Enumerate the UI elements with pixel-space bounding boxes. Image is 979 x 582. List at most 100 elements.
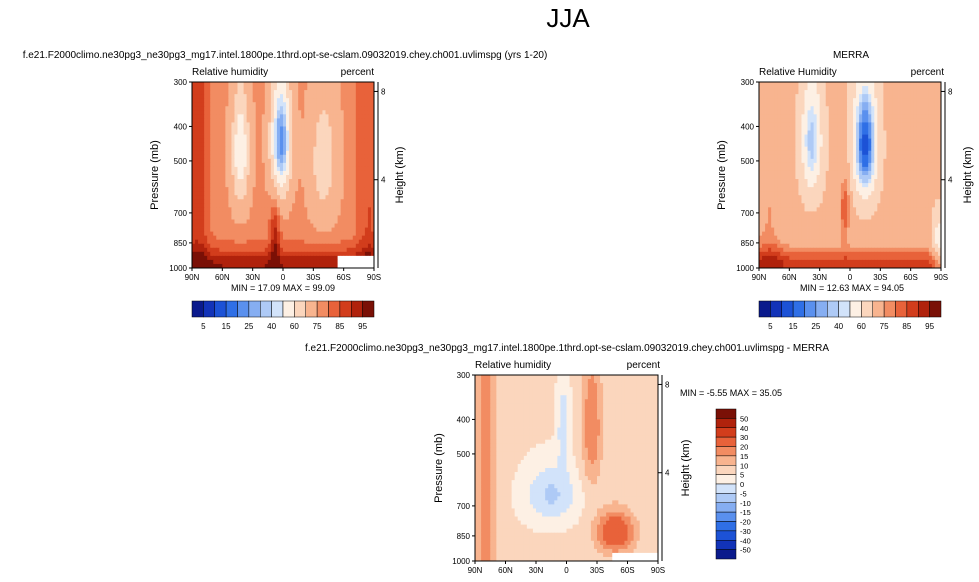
heatmap-cell	[319, 227, 323, 233]
heatmap-cell	[295, 118, 299, 123]
heatmap-cell	[771, 142, 775, 148]
heatmap-cell	[850, 138, 854, 144]
heatmap-cell	[304, 170, 308, 176]
heatmap-cell	[361, 154, 366, 160]
heatmap-cell	[279, 263, 284, 269]
heatmap-cell	[295, 146, 299, 152]
heatmap-cell	[261, 199, 266, 204]
heatmap-cell	[228, 114, 232, 119]
heatmap-cell	[913, 138, 918, 144]
heatmap-cell	[219, 90, 223, 95]
heatmap-cell	[364, 207, 369, 212]
heatmap-cell	[204, 170, 208, 176]
heatmap-cell	[765, 215, 769, 220]
heatmap-cell	[301, 106, 305, 111]
heatmap-cell	[313, 203, 317, 208]
heatmap-cell	[352, 223, 357, 228]
heatmap-cell	[267, 82, 272, 87]
heatmap-cell	[325, 195, 329, 200]
heatmap-cell	[325, 106, 329, 111]
heatmap-cell	[370, 134, 375, 140]
heatmap-cell	[768, 82, 772, 87]
heatmap-cell	[837, 94, 842, 99]
heatmap-cell	[810, 82, 814, 87]
heatmap-cell	[283, 86, 287, 91]
heatmap-cell	[298, 126, 302, 131]
heatmap-cell	[889, 162, 893, 168]
heatmap-cell	[846, 102, 851, 107]
heatmap-cell	[768, 130, 772, 135]
heatmap-cell	[798, 106, 802, 111]
heatmap-cell	[264, 126, 269, 131]
heatmap-cell	[777, 142, 781, 148]
heatmap-cell	[207, 215, 211, 220]
heatmap-cell	[201, 166, 205, 172]
heatmap-cell	[370, 150, 375, 156]
heatmap-cell	[798, 98, 802, 103]
heatmap-cell	[195, 227, 199, 233]
heatmap-cell	[768, 122, 772, 127]
heatmap-cell	[349, 243, 354, 249]
heatmap-cell	[310, 255, 314, 261]
heatmap-cell	[862, 191, 866, 196]
heatmap-cell	[834, 215, 839, 220]
heatmap-cell	[853, 179, 857, 184]
heatmap-cell	[928, 82, 933, 87]
heatmap-cell	[819, 223, 824, 228]
heatmap-cell	[331, 215, 335, 220]
heatmap-cell	[319, 94, 323, 99]
heatmap-cell	[892, 219, 896, 224]
heatmap-cell	[355, 110, 360, 115]
heatmap-cell	[261, 263, 266, 269]
heatmap-cell	[922, 203, 927, 208]
heatmap-cell	[279, 187, 284, 192]
heatmap-cell	[313, 247, 317, 253]
heatmap-cell	[322, 138, 326, 144]
heatmap-cell	[264, 235, 269, 241]
heatmap-cell	[270, 170, 275, 176]
heatmap-cell	[258, 106, 263, 111]
heatmap-cell	[837, 142, 842, 148]
heatmap-cell	[304, 259, 308, 265]
heatmap-cell	[934, 114, 939, 119]
heatmap-cell	[249, 179, 254, 184]
heatmap-cell	[783, 187, 787, 192]
heatmap-cell	[337, 227, 342, 233]
heatmap-cell	[346, 82, 351, 87]
heatmap-cell	[240, 215, 244, 220]
heatmap-cell	[819, 94, 824, 99]
heatmap-cell	[895, 146, 899, 152]
heatmap-cell	[279, 138, 284, 144]
heatmap-cell	[889, 86, 893, 91]
heatmap-cell	[298, 175, 302, 180]
heatmap-cell	[213, 207, 217, 212]
heatmap-cell	[798, 183, 802, 188]
heatmap-cell	[201, 183, 205, 188]
heatmap-cell	[234, 142, 238, 148]
heatmap-cell	[216, 162, 220, 168]
heatmap-cell	[325, 166, 329, 172]
heatmap-cell	[925, 94, 930, 99]
heatmap-cell	[934, 122, 939, 127]
heatmap-cell	[904, 110, 909, 115]
heatmap-cell	[346, 134, 351, 140]
heatmap-cell	[892, 191, 896, 196]
heatmap-cell	[204, 207, 208, 212]
heatmap-cell	[804, 166, 808, 172]
heatmap-cell	[283, 138, 287, 144]
heatmap-cell	[856, 114, 860, 119]
heatmap-cell	[361, 199, 366, 204]
heatmap-cell	[213, 227, 217, 233]
heatmap-cell	[919, 118, 924, 123]
heatmap-cell	[931, 187, 936, 192]
heatmap-cell	[364, 126, 369, 131]
heatmap-cell	[240, 203, 244, 208]
heatmap-cell	[868, 102, 872, 107]
heatmap-cell	[295, 243, 299, 249]
heatmap-cell	[780, 199, 784, 204]
heatmap-cell	[337, 259, 342, 265]
heatmap-cell	[916, 207, 921, 212]
heatmap-cell	[325, 243, 329, 249]
heatmap-cell	[898, 199, 902, 204]
heatmap-cell	[843, 158, 848, 164]
